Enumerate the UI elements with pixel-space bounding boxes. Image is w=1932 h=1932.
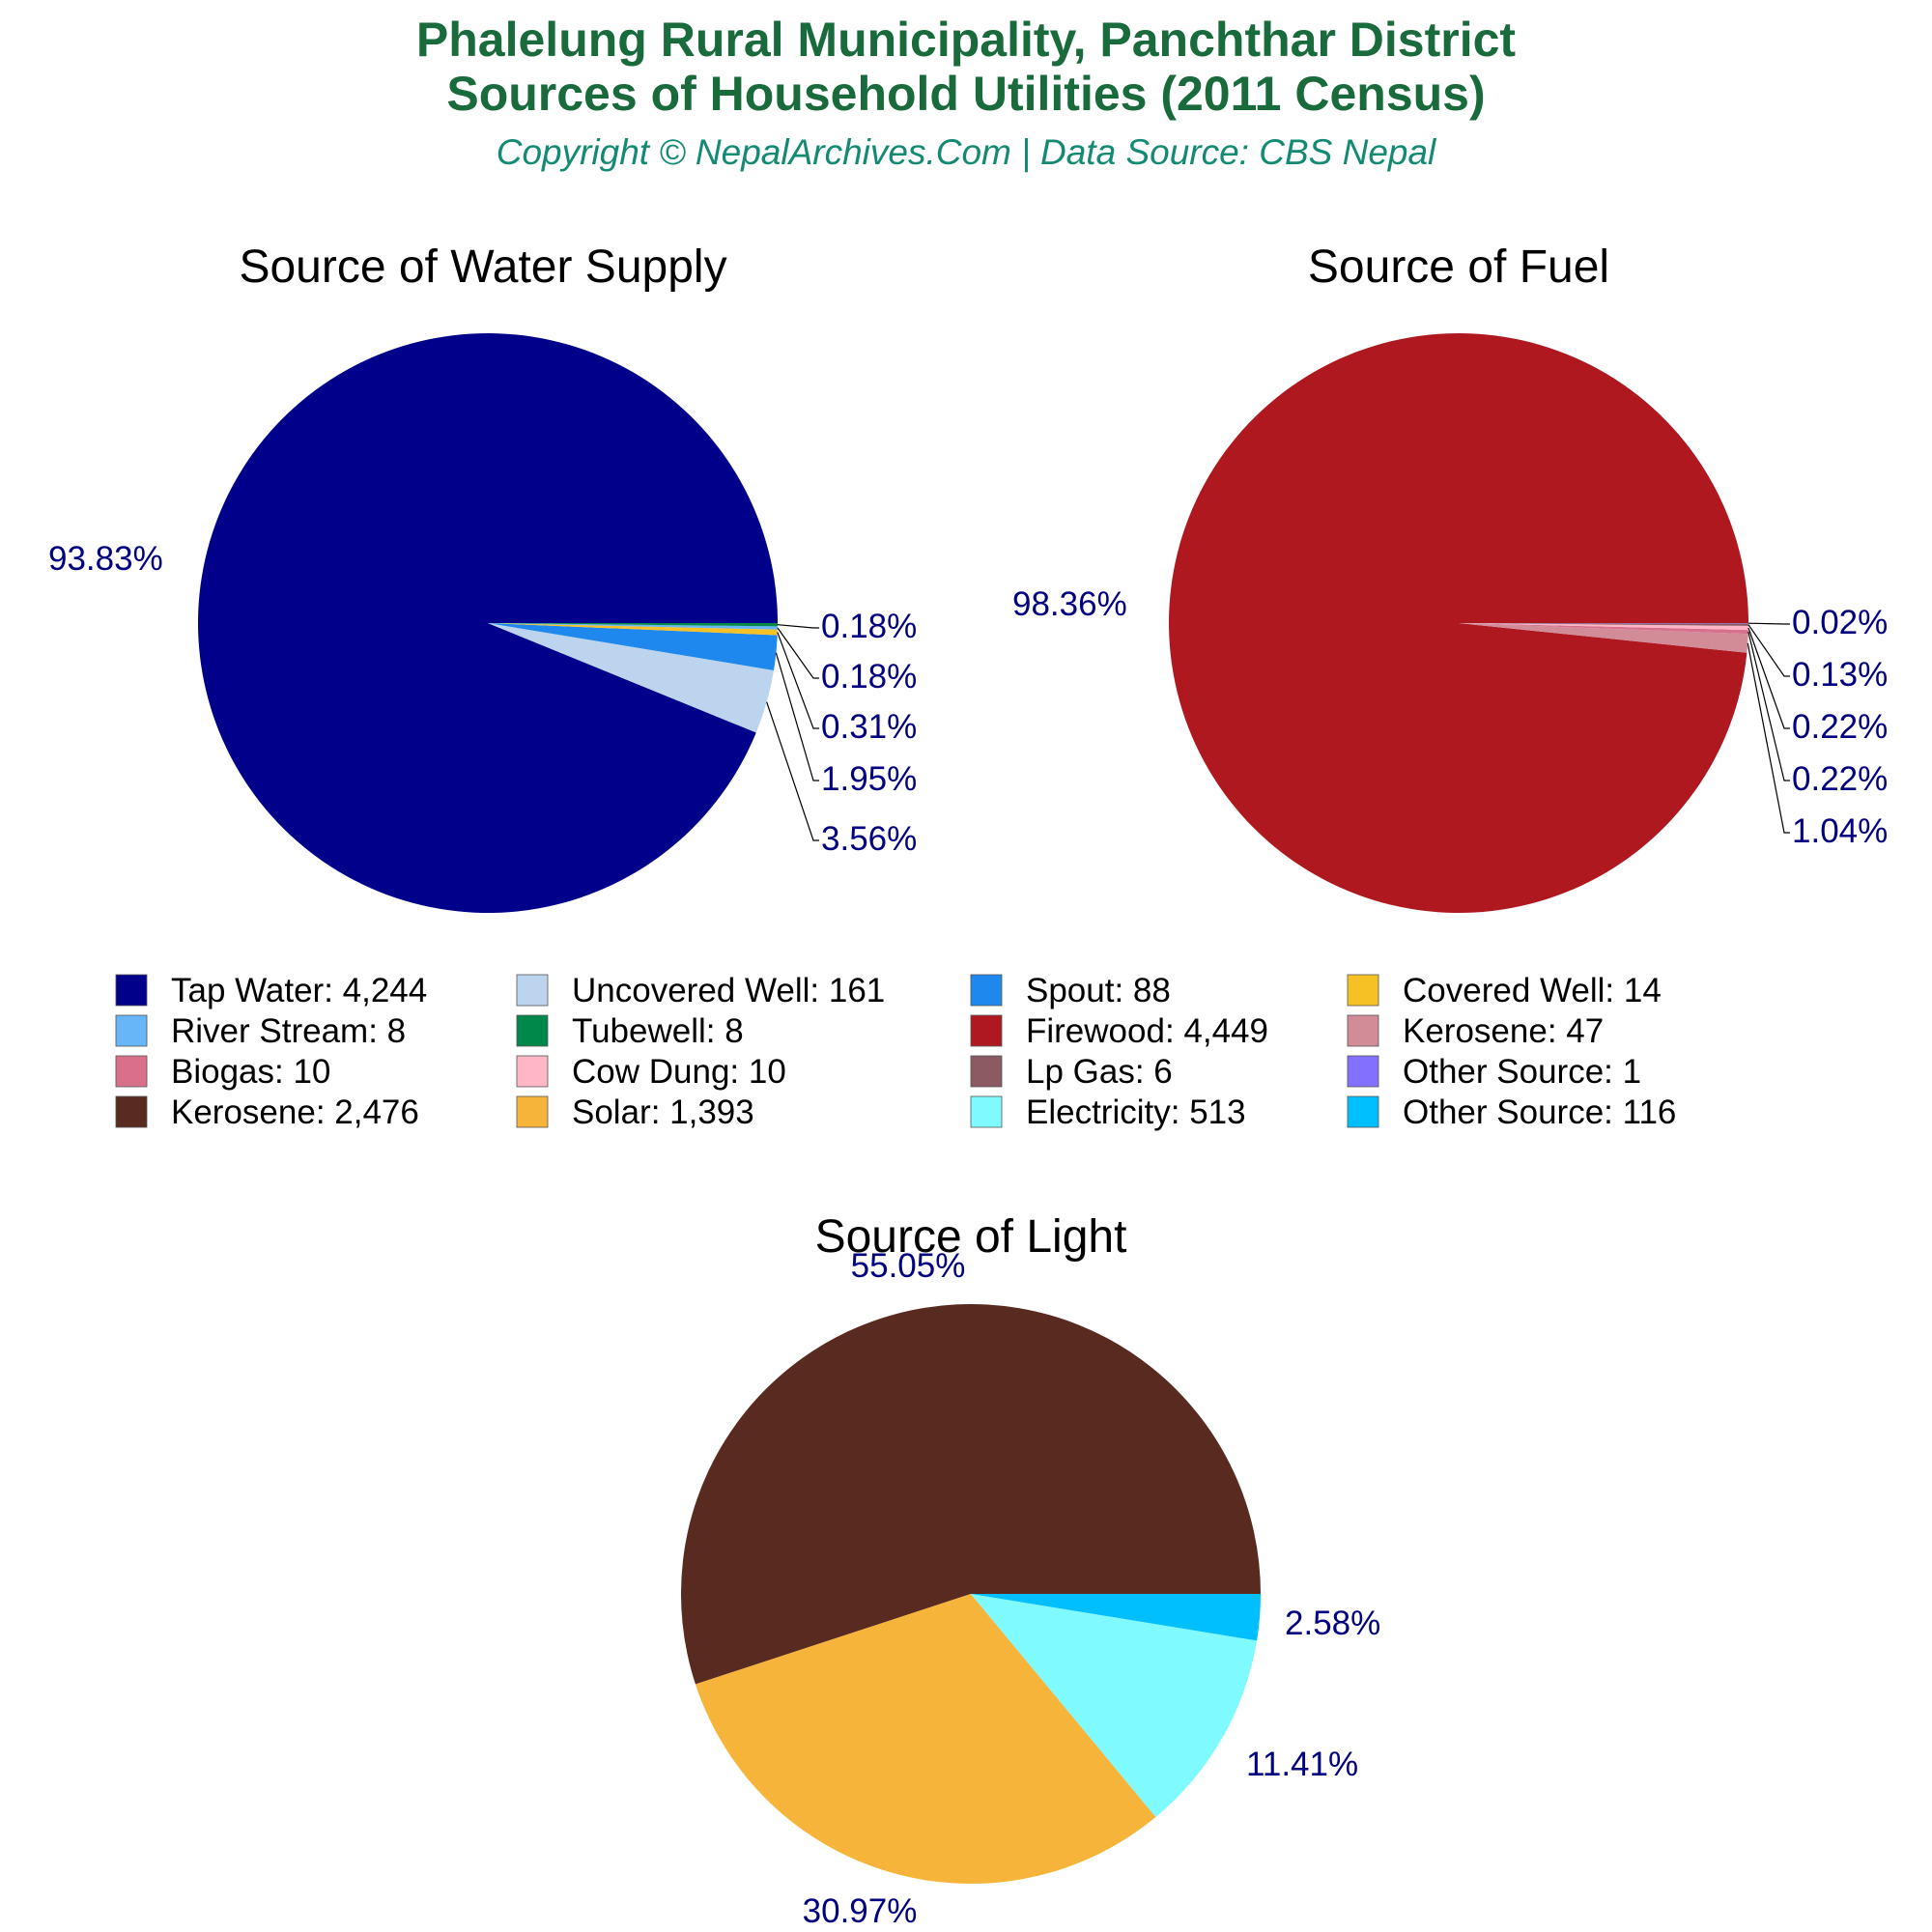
legend-label-tap-water: Tap Water: 4,244 <box>171 972 427 1009</box>
legend-swatch-tap-water <box>115 974 148 1007</box>
leader-line-river-stream <box>777 627 819 679</box>
pie-slice-cow-dung <box>1459 623 1748 631</box>
legend-label-tubewell: Tubewell: 8 <box>572 1012 744 1050</box>
percent-label-covered-well: 0.31% <box>821 708 917 746</box>
percent-label-cow-dung: 0.22% <box>1792 708 1888 746</box>
percent-label-tap-water: 93.83% <box>48 540 163 578</box>
leader-line-kerosene <box>1747 642 1790 834</box>
percent-label-other-source: 0.02% <box>1792 604 1888 641</box>
legend-label-covered-well: Covered Well: 14 <box>1403 972 1662 1009</box>
legend-swatch-spout <box>970 974 1003 1007</box>
percent-label-kerosene: 1.04% <box>1792 812 1888 850</box>
light-pie: 55.05% 30.97% 11.41% 2.58% <box>680 1247 1380 1930</box>
pie-slice-other-source <box>971 1594 1261 1641</box>
percent-label-spout: 1.95% <box>821 760 917 798</box>
fuel-chart-title: Source of Fuel <box>1308 242 1609 293</box>
legend-swatch-kerosene <box>115 1095 148 1128</box>
legend-label-other-source: Other Source: 1 <box>1403 1053 1641 1091</box>
legend-label-kerosene: Kerosene: 47 <box>1403 1012 1604 1050</box>
legend-label-kerosene: Kerosene: 2,476 <box>171 1094 419 1131</box>
pie-slice-firewood <box>1169 333 1748 914</box>
pie-slice-lp-gas <box>1459 623 1748 626</box>
legend-label-spout: Spout: 88 <box>1026 972 1171 1009</box>
legend-swatch-electricity <box>970 1095 1003 1128</box>
legend: Tap Water: 4,244 Uncovered Well: 161 Spout… <box>115 972 1676 1131</box>
legend-label-other-source: Other Source: 116 <box>1403 1094 1676 1131</box>
percent-label-kerosene: 55.05% <box>851 1247 966 1285</box>
percent-label-river-stream: 0.18% <box>821 658 917 696</box>
legend-swatch-lp-gas <box>970 1055 1003 1088</box>
legend-swatch-covered-well <box>1347 974 1379 1007</box>
pie-slice-solar <box>695 1594 1156 1884</box>
pie-slice-kerosene <box>1459 623 1748 653</box>
legend-swatch-river-stream <box>115 1014 148 1047</box>
legend-label-cow-dung: Cow Dung: 10 <box>572 1053 786 1091</box>
figure-title-line1: Phalelung Rural Municipality, Panchthar … <box>416 13 1517 67</box>
legend-swatch-firewood <box>970 1014 1003 1047</box>
percent-label-biogas: 0.22% <box>1792 760 1888 798</box>
legend-label-solar: Solar: 1,393 <box>572 1094 754 1131</box>
legend-swatch-uncovered-well <box>516 974 549 1007</box>
figure-subtitle: Copyright © NepalArchives.Com | Data Sou… <box>497 132 1437 172</box>
percent-label-uncovered-well: 3.56% <box>821 820 917 858</box>
legend-label-uncovered-well: Uncovered Well: 161 <box>572 972 885 1009</box>
pie-slice-river-stream <box>488 623 778 630</box>
percent-label-tubewell: 0.18% <box>821 608 917 645</box>
pie-slice-kerosene <box>680 1303 1261 1685</box>
pie-slice-tubewell <box>488 623 778 627</box>
pie-slice-covered-well <box>488 623 778 636</box>
percent-label-electricity: 11.41% <box>1246 1746 1358 1783</box>
leader-line-tubewell <box>777 624 819 629</box>
percent-label-solar: 30.97% <box>803 1892 918 1930</box>
legend-swatch-solar <box>516 1095 549 1128</box>
legend-swatch-other-source <box>1347 1055 1379 1088</box>
leader-line-covered-well <box>777 632 819 729</box>
legend-label-electricity: Electricity: 513 <box>1026 1094 1246 1131</box>
legend-swatch-cow-dung <box>516 1055 549 1088</box>
legend-label-firewood: Firewood: 4,449 <box>1026 1012 1268 1050</box>
light-chart-title: Source of Light <box>815 1211 1127 1263</box>
percent-label-lp-gas: 0.13% <box>1792 656 1888 694</box>
legend-label-biogas: Biogas: 10 <box>171 1053 330 1091</box>
legend-label-lp-gas: Lp Gas: 6 <box>1026 1053 1173 1091</box>
percent-label-other-source: 2.58% <box>1285 1605 1380 1642</box>
figure-title-line2: Sources of Household Utilities (2011 Cen… <box>446 67 1485 121</box>
pie-slice-electricity <box>971 1594 1258 1817</box>
leader-line-uncovered-well <box>766 701 819 841</box>
legend-swatch-other-source <box>1347 1095 1379 1128</box>
pie-slice-tap-water <box>198 333 779 914</box>
legend-swatch-biogas <box>115 1055 148 1088</box>
water-supply-pie: 93.83% 0.18% 0.18% 0.31% 1.95% 3.56% <box>48 333 917 914</box>
leader-line-cow-dung <box>1747 627 1790 729</box>
pie-slice-uncovered-well <box>488 623 774 733</box>
water-chart-title: Source of Water Supply <box>239 242 726 293</box>
fuel-pie: 98.36% 0.02% 0.13% 0.22% 0.22% 1.04% <box>1012 333 1888 914</box>
leader-line-biogas <box>1747 632 1790 781</box>
legend-swatch-tubewell <box>516 1014 549 1047</box>
percent-label-firewood: 98.36% <box>1012 585 1127 623</box>
leader-line-other-source <box>1747 622 1790 625</box>
legend-swatch-kerosene <box>1347 1014 1379 1047</box>
leader-line-lp-gas <box>1747 624 1790 677</box>
pie-slice-biogas <box>1459 623 1748 635</box>
legend-label-river-stream: River Stream: 8 <box>171 1012 406 1050</box>
pie-slice-spout <box>488 623 778 670</box>
leader-line-spout <box>775 652 819 781</box>
